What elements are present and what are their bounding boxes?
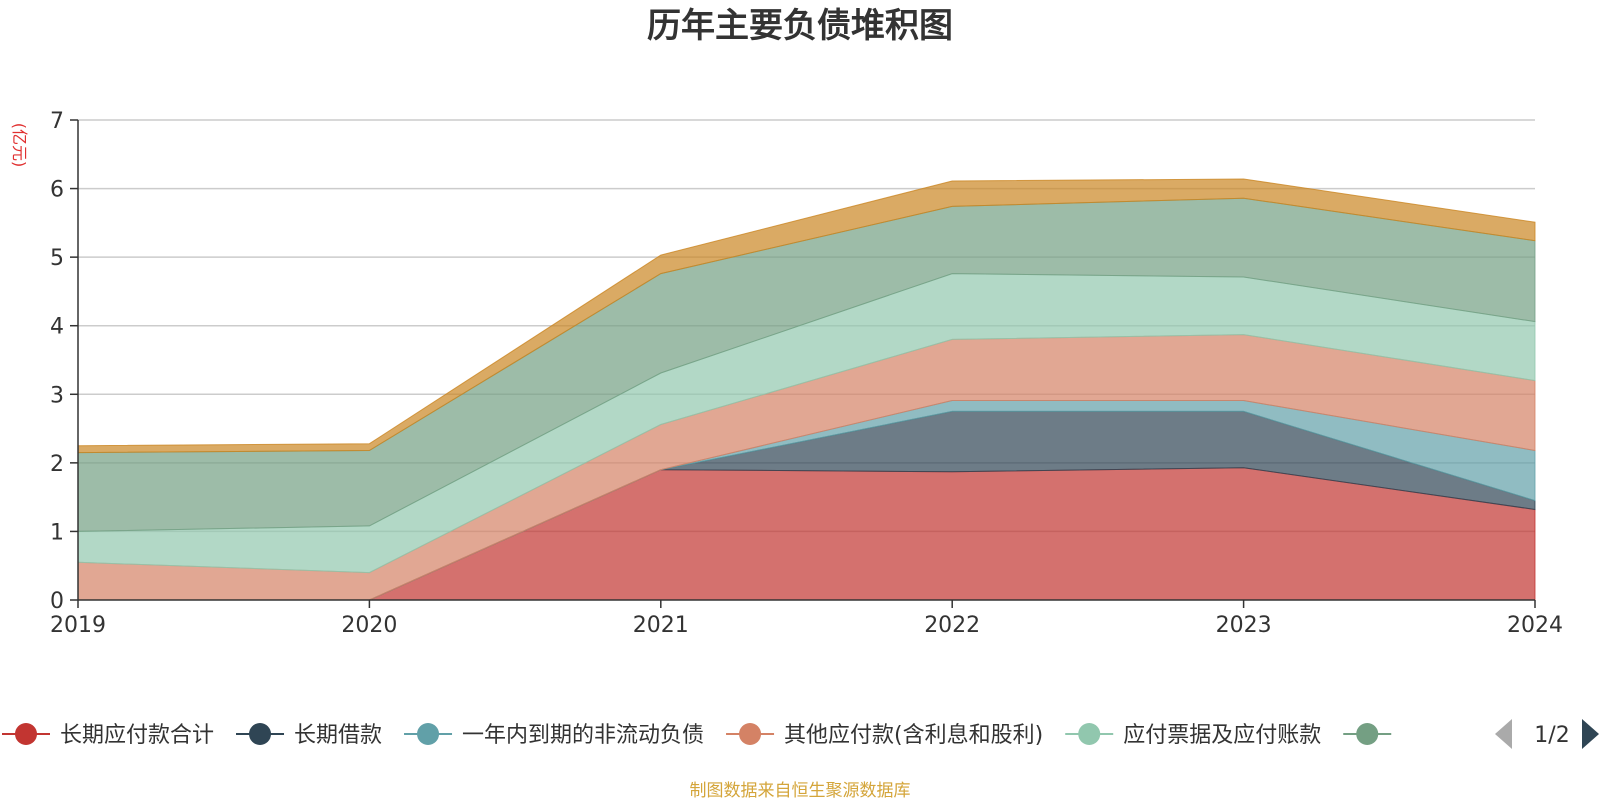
y-tick-label: 4 <box>50 315 64 340</box>
legend-label: 其他应付款(含利息和股利) <box>784 723 1043 748</box>
y-tick-label: 1 <box>50 520 64 545</box>
legend-next-icon[interactable] <box>1582 719 1599 749</box>
x-tick-label: 2019 <box>50 613 106 638</box>
legend-item[interactable]: 其他应付款(含利息和股利) <box>726 723 1043 748</box>
data-source-note: 制图数据来自恒生聚源数据库 <box>690 781 911 800</box>
area-series-6 <box>77 178 1536 454</box>
y-tick-label: 2 <box>50 452 64 477</box>
legend-label: 长期应付款合计 <box>60 723 214 748</box>
y-tick-label: 6 <box>50 178 64 203</box>
legend-marker <box>417 723 440 745</box>
legend-label: 应付票据及应付账款 <box>1123 723 1321 748</box>
y-axis-unit: (亿元) <box>10 123 29 168</box>
legend-marker <box>1078 723 1101 745</box>
legend-item[interactable]: 应付票据及应付账款 <box>1065 723 1321 748</box>
x-tick-label: 2021 <box>633 613 689 638</box>
legend-page-indicator: 1/2 <box>1534 723 1569 748</box>
legend-label: 一年内到期的非流动负债 <box>462 723 704 748</box>
legend-marker <box>739 723 762 745</box>
y-tick-label: 5 <box>50 246 64 271</box>
legend-item[interactable]: 长期借款 <box>236 723 382 748</box>
x-tick-label: 2022 <box>924 613 980 638</box>
x-tick-label: 2023 <box>1216 613 1272 638</box>
legend-marker <box>1356 723 1379 745</box>
legend[interactable]: 长期应付款合计 长期借款 一年内到期的非流动负债 其他应付款(含利息和股利) 应付票据及… <box>2 719 1599 749</box>
chart-title: 历年主要负债堆积图 <box>647 6 953 46</box>
x-tick-label: 2024 <box>1507 613 1563 638</box>
y-tick-label: 0 <box>50 589 64 614</box>
legend-marker <box>249 723 272 745</box>
legend-marker <box>15 723 37 745</box>
legend-item[interactable] <box>1343 723 1392 745</box>
area-series <box>77 178 1536 601</box>
legend-prev-icon[interactable] <box>1495 719 1512 749</box>
y-tick-label: 7 <box>50 109 64 134</box>
legend-label: 长期借款 <box>294 723 382 748</box>
x-tick-label: 2020 <box>341 613 397 638</box>
axes: 0 1 2 3 4 5 6 7 2019 2020 2021 2022 2023 2024 <box>50 109 1563 638</box>
y-tick-label: 3 <box>50 383 64 408</box>
legend-item[interactable]: 长期应付款合计 <box>2 723 214 748</box>
legend-item[interactable]: 一年内到期的非流动负债 <box>404 723 704 748</box>
